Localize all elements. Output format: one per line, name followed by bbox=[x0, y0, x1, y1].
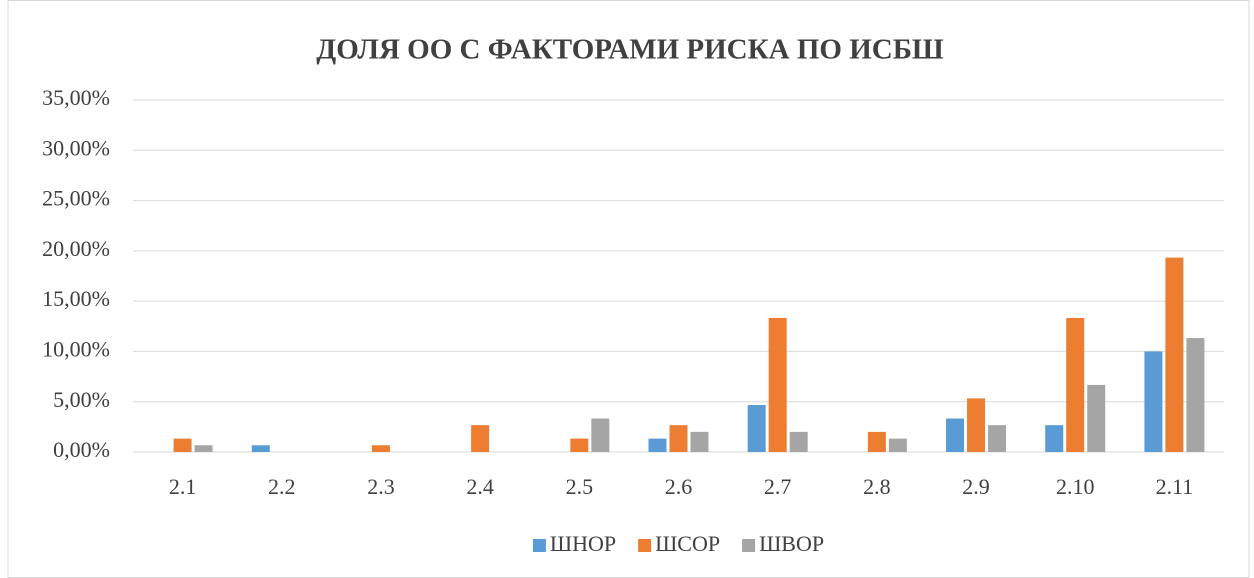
x-tick-label: 2.6 bbox=[665, 474, 693, 499]
legend-label: ШНОР bbox=[550, 531, 616, 556]
y-tick-label: 30,00% bbox=[42, 135, 110, 160]
legend-swatch bbox=[532, 539, 546, 552]
y-tick-label: 20,00% bbox=[42, 236, 110, 261]
chart-title: ДОЛЯ ОО С ФАКТОРАМИ РИСКА ПО ИСБШ bbox=[316, 34, 944, 66]
y-tick-label: 5,00% bbox=[53, 387, 110, 412]
legend-swatch bbox=[742, 539, 756, 552]
bar bbox=[371, 445, 390, 452]
x-tick-label: 2.9 bbox=[962, 474, 990, 499]
bar bbox=[251, 445, 270, 452]
bar bbox=[1165, 257, 1184, 452]
bar bbox=[194, 445, 213, 452]
x-tick-label: 2.5 bbox=[566, 474, 594, 499]
bar bbox=[669, 425, 688, 452]
bar bbox=[988, 425, 1007, 452]
y-tick-label: 25,00% bbox=[42, 186, 110, 211]
bar bbox=[591, 418, 610, 452]
legend-swatch bbox=[638, 539, 652, 552]
legend-label: ШСОР bbox=[655, 531, 720, 556]
bar bbox=[1186, 338, 1205, 452]
x-tick-label: 2.1 bbox=[169, 474, 197, 499]
y-tick-label: 10,00% bbox=[42, 336, 110, 361]
bar bbox=[946, 418, 965, 452]
bar bbox=[690, 431, 709, 452]
bar bbox=[1066, 317, 1085, 452]
bar bbox=[888, 438, 907, 452]
x-tick-label: 2.4 bbox=[466, 474, 494, 499]
bar bbox=[1087, 384, 1106, 452]
bar bbox=[471, 425, 490, 452]
bar bbox=[1144, 351, 1163, 452]
x-tick-label: 2.8 bbox=[863, 474, 891, 499]
bar bbox=[967, 398, 986, 452]
chart-border bbox=[7, 0, 1250, 578]
y-tick-label: 0,00% bbox=[53, 437, 110, 462]
x-tick-label: 2.7 bbox=[764, 474, 792, 499]
bar bbox=[648, 438, 667, 452]
bar bbox=[867, 431, 886, 452]
x-tick-label: 2.10 bbox=[1056, 474, 1095, 499]
x-tick-label: 2.3 bbox=[367, 474, 395, 499]
legend-label: ШВОР bbox=[759, 531, 824, 556]
bar bbox=[789, 431, 808, 452]
y-tick-label: 15,00% bbox=[42, 286, 110, 311]
bar bbox=[768, 317, 787, 452]
x-tick-label: 2.11 bbox=[1156, 474, 1194, 499]
bar bbox=[747, 405, 766, 452]
x-tick-label: 2.2 bbox=[268, 474, 296, 499]
bar bbox=[173, 438, 192, 452]
y-tick-label: 35,00% bbox=[42, 85, 110, 110]
bar bbox=[570, 438, 589, 452]
bar bbox=[1045, 425, 1064, 452]
